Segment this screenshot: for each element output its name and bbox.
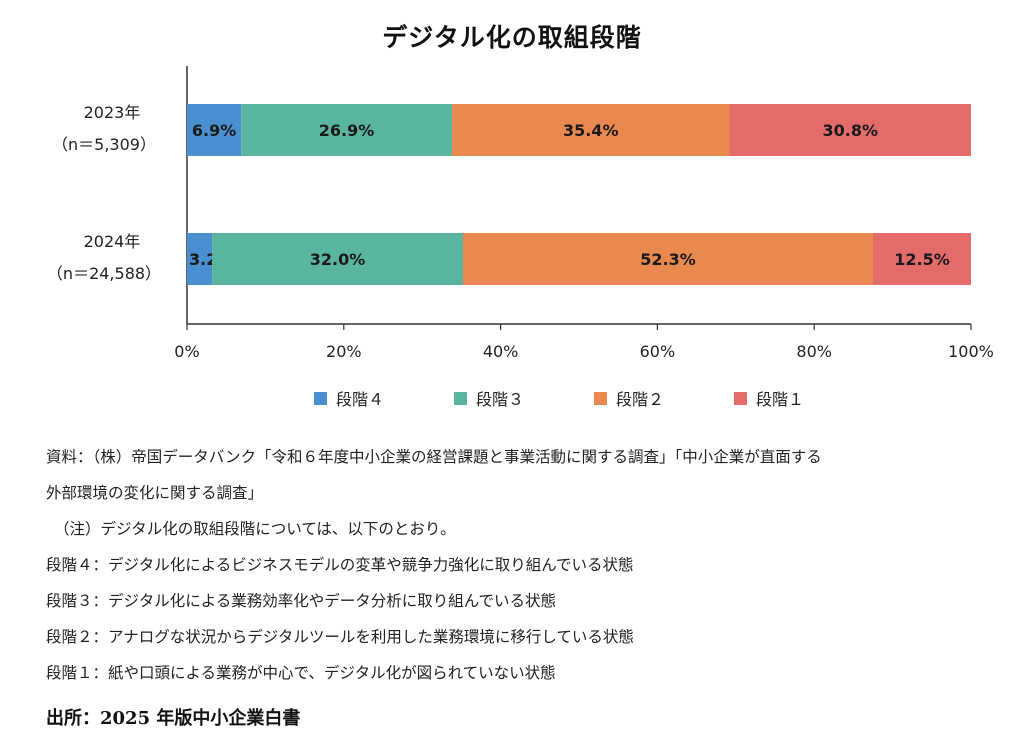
x-tick-label: 40% bbox=[483, 342, 519, 361]
bar-segment bbox=[212, 233, 463, 285]
x-tick-label: 20% bbox=[326, 342, 362, 361]
bar-segment bbox=[241, 104, 452, 156]
x-tick-label: 100% bbox=[948, 342, 994, 361]
bar-data-label: 12.5% bbox=[894, 250, 950, 269]
legend-swatch-stage2 bbox=[594, 391, 607, 405]
legend-item-stage2: 段階２ bbox=[594, 386, 734, 410]
bar-data-label: 30.8% bbox=[823, 121, 879, 140]
category-label: 2023年 bbox=[84, 103, 141, 122]
legend-label-stage3: 段階３ bbox=[476, 390, 525, 409]
bar-segment bbox=[451, 104, 730, 156]
source-line-2: 外部環境の変化に関する調査」 bbox=[46, 484, 264, 503]
legend-label-stage4: 段階４ bbox=[336, 390, 385, 409]
stacked-bar-chart: 0% 20% 40% 60% 80% 100% 2023年 （n＝5,309） 6.9% 26.9… bbox=[47, 66, 994, 361]
bar-data-label: 32.0% bbox=[310, 250, 366, 269]
stage3-definition: 段階３：デジタル化による業務効率化やデータ分析に取り組んでいる状態 bbox=[46, 592, 556, 611]
source-line-1: 資料：（株）帝国データバンク「令和６年度中小企業の経営課題と事業活動に関する調査… bbox=[46, 448, 822, 467]
legend-swatch-stage3 bbox=[454, 391, 467, 405]
notes-section: 資料：（株）帝国データバンク「令和６年度中小企業の経営課題と事業活動に関する調査… bbox=[46, 440, 1006, 692]
chart-title: デジタル化の取組段階 bbox=[382, 23, 642, 52]
legend-swatch-stage1 bbox=[734, 391, 747, 405]
legend-label-stage1: 段階１ bbox=[756, 390, 805, 409]
category-sample-size: （n＝5,309） bbox=[52, 135, 156, 154]
bar-data-label: 26.9% bbox=[319, 121, 375, 140]
note-header: （注）デジタル化の取組段階については、以下のとおり。 bbox=[54, 520, 456, 539]
legend-item-stage3: 段階３ bbox=[454, 386, 594, 410]
stage1-definition: 段階１：紙や口頭による業務が中心で、デジタル化が図られていない状態 bbox=[46, 664, 556, 683]
source-footer: 出所：2025 年版中小企業白書 bbox=[46, 708, 301, 729]
legend-swatch-stage4 bbox=[314, 391, 327, 405]
bar-segment bbox=[462, 233, 873, 285]
legend-item-stage4: 段階４ bbox=[314, 386, 454, 410]
bar-segment bbox=[729, 104, 971, 156]
category-sample-size: （n＝24,588） bbox=[47, 264, 161, 283]
legend-item-stage1: 段階１ bbox=[734, 386, 874, 410]
bar-data-label: 35.4% bbox=[563, 121, 619, 140]
bar-data-label: 52.3% bbox=[640, 250, 696, 269]
x-tick-label: 0% bbox=[174, 342, 199, 361]
bar-segment bbox=[187, 104, 242, 156]
stage4-definition: 段階４：デジタル化によるビジネスモデルの変革や競争力強化に取り組んでいる状態 bbox=[46, 556, 634, 575]
chart-legend: 段階４ 段階３ 段階２ 段階１ bbox=[314, 386, 874, 410]
x-tick-label: 80% bbox=[796, 342, 832, 361]
bar-segment bbox=[187, 233, 213, 285]
x-tick-label: 60% bbox=[640, 342, 676, 361]
bar-data-label: 6.9% bbox=[192, 121, 236, 140]
legend-label-stage2: 段階２ bbox=[616, 390, 665, 409]
bar-segment bbox=[873, 233, 971, 285]
stage2-definition: 段階２：アナログな状況からデジタルツールを利用した業務環境に移行している状態 bbox=[46, 628, 634, 647]
category-label: 2024年 bbox=[84, 232, 141, 251]
